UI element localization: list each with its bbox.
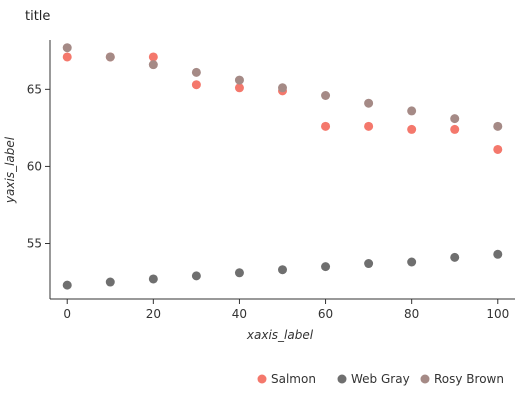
salmon-point: [450, 124, 460, 134]
rosy-brown-point: [278, 83, 287, 93]
salmon-point: [364, 121, 374, 131]
salmon-point: [62, 52, 72, 62]
legend-item-web-gray: Web Gray: [337, 372, 410, 386]
rosy-brown-point: [148, 60, 158, 70]
legend: Salmon Web Gray Rosy Brown: [257, 372, 504, 386]
salmon-point: [191, 80, 201, 90]
x-tick-label: 40: [232, 307, 247, 321]
salmon-point: [407, 124, 417, 134]
y-axis-label: yaxis_label: [3, 136, 17, 204]
legend-label: Rosy Brown: [434, 372, 504, 386]
salmon-point: [148, 52, 158, 62]
web-gray-point: [493, 249, 503, 259]
y-tick-label: 65: [27, 82, 42, 96]
web-gray-point: [148, 274, 158, 284]
web-gray-point: [278, 265, 287, 275]
rosy-brown-point: [450, 114, 460, 124]
rosy-brown-point: [493, 121, 503, 131]
rosy-brown-point: [407, 106, 417, 116]
rosy-brown-point: [62, 43, 72, 53]
rosy-brown-point: [364, 98, 374, 108]
legend-swatch: [420, 374, 430, 384]
salmon-point: [321, 121, 331, 131]
axes: 0 20 40 60 80 100 55 60 65: [27, 40, 515, 321]
web-gray-point: [407, 257, 417, 267]
salmon-point: [493, 144, 503, 154]
y-tick-label: 55: [27, 237, 42, 251]
salmon-point: [234, 83, 244, 93]
x-tick-label: 60: [318, 307, 333, 321]
x-tick-label: 20: [146, 307, 161, 321]
web-gray-point: [321, 262, 331, 272]
rosy-brown-point: [191, 67, 201, 77]
web-gray-point: [191, 271, 201, 281]
rosy-brown-point: [321, 91, 331, 100]
legend-item-rosy-brown: Rosy Brown: [420, 372, 504, 386]
y-tick-label: 60: [27, 159, 42, 173]
rosy-brown-point: [234, 75, 244, 85]
legend-swatch: [257, 374, 267, 384]
x-tick-label: 0: [63, 307, 71, 321]
legend-label: Salmon: [271, 372, 316, 386]
web-gray-point: [234, 268, 244, 278]
legend-item-salmon: Salmon: [257, 372, 316, 386]
x-axis-label: xaxis_label: [246, 328, 314, 342]
web-gray-point: [105, 277, 115, 287]
x-tick-label: 100: [486, 307, 509, 321]
web-gray-point: [62, 280, 72, 290]
legend-swatch: [337, 374, 347, 384]
legend-label: Web Gray: [351, 372, 410, 386]
plot-area: [62, 43, 503, 290]
rosy-brown-point: [105, 52, 115, 62]
x-tick-label: 80: [404, 307, 419, 321]
web-gray-point: [364, 259, 374, 269]
web-gray-point: [450, 252, 460, 262]
chart-title: title: [25, 9, 50, 24]
